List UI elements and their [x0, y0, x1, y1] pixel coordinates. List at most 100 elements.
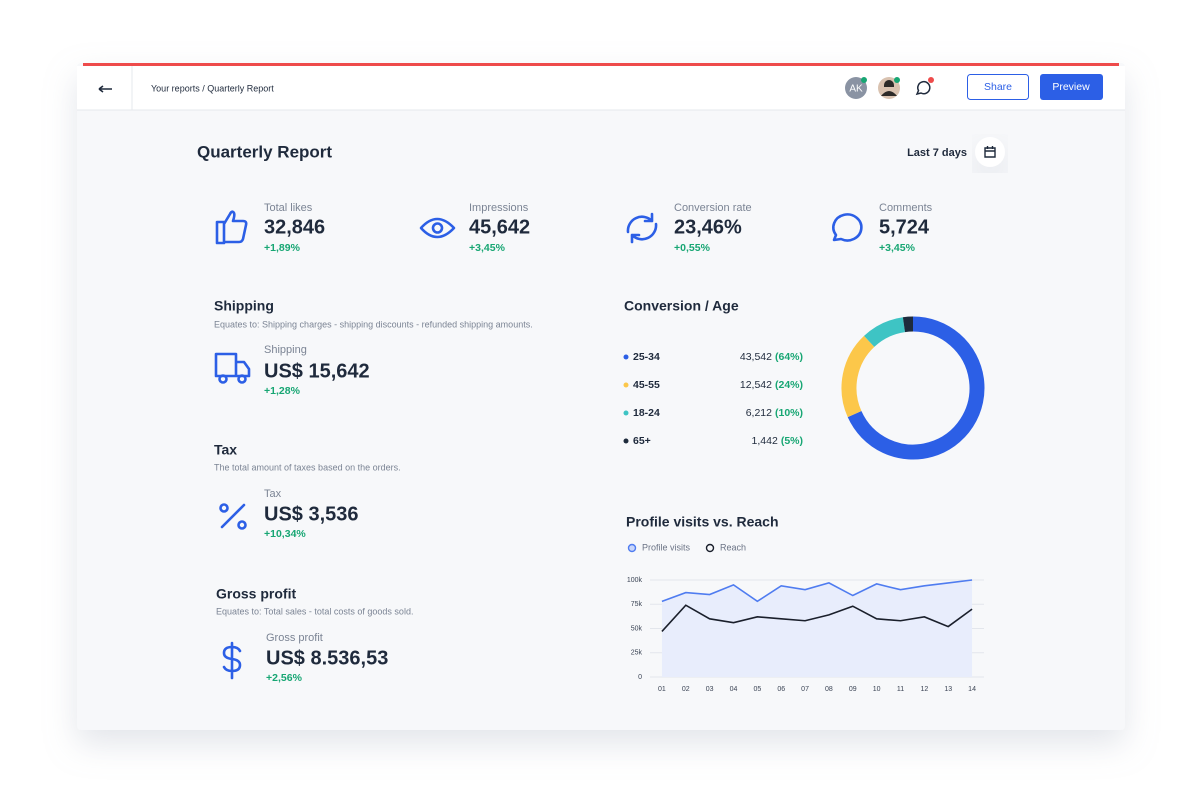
kpi-label: Impressions	[469, 202, 529, 214]
x-tick-label: 03	[706, 686, 714, 693]
kpi-value: 23,46%	[674, 216, 742, 238]
legend-label: 25-34	[633, 351, 660, 363]
kpi-change: +0,55%	[674, 242, 711, 254]
kpi-value: 45,642	[469, 216, 530, 238]
kpi-label: Comments	[879, 202, 933, 214]
x-tick-label: 11	[897, 686, 904, 693]
y-tick-label: 0	[638, 674, 642, 681]
kpi-label: Conversion rate	[674, 202, 752, 214]
percent-label: (64%)	[775, 351, 803, 363]
donut-title: Conversion / Age	[624, 298, 739, 314]
eye-pupil	[431, 222, 444, 234]
legend-marker	[705, 543, 715, 553]
legend-marker	[627, 543, 637, 553]
legend-dot	[623, 382, 629, 388]
kpi-value: 5,724	[879, 216, 930, 238]
kpi-value: 32,846	[264, 216, 325, 238]
header	[77, 66, 1125, 110]
report-title: Quarterly Report	[197, 142, 332, 161]
legend-label: 18-24	[633, 407, 660, 419]
percent-dot	[237, 520, 247, 530]
conversion-icon	[626, 212, 658, 244]
legend-label: 45-55	[633, 379, 660, 391]
metric-value: US$ 15,642	[264, 360, 370, 382]
x-tick-label: 04	[730, 686, 738, 693]
value-label: 43,542	[740, 351, 772, 363]
x-tick-label: 01	[658, 686, 666, 693]
percent-dot	[219, 503, 229, 513]
metric-value: US$ 8.536,53	[266, 647, 388, 669]
metric-change: +10,34%	[264, 528, 306, 540]
eye-icon	[419, 217, 456, 239]
avatar-figure	[881, 80, 897, 96]
donut-segment	[864, 317, 906, 348]
section-title: Gross profit	[216, 586, 296, 602]
legend-dot	[623, 410, 629, 416]
section-description: Equates to: Shipping charges - shipping …	[214, 319, 533, 329]
section-description: The total amount of taxes based on the o…	[214, 462, 401, 472]
x-tick-label: 06	[777, 686, 785, 693]
legend-label: Profile visits	[642, 542, 691, 552]
share-button[interactable]	[967, 74, 1029, 100]
back-button[interactable]	[98, 85, 112, 93]
x-tick-label: 10	[873, 686, 881, 693]
x-tick-label: 02	[682, 686, 690, 693]
section-title: Shipping	[214, 298, 274, 314]
area	[661, 580, 973, 677]
series-line	[661, 604, 973, 632]
kpis: Total likes 32,846 +1,89% Impressions 45…	[264, 202, 933, 254]
value-label: 1,442	[752, 435, 778, 447]
series-line	[661, 579, 973, 603]
chat-button[interactable]	[915, 80, 931, 96]
legend-value: 6,212 (10%)	[746, 407, 803, 419]
section-title: Tax	[214, 442, 237, 458]
value-label: 12,542	[740, 379, 772, 391]
kpi-change: +1,89%	[264, 242, 301, 254]
legend-label: 65+	[633, 435, 651, 447]
calendar-button[interactable]	[975, 137, 1005, 167]
section-description: Equates to: Total sales - total costs of…	[216, 606, 413, 616]
donut-segment	[841, 335, 875, 418]
y-tick-label: 100k	[627, 577, 643, 584]
avatar-initials: AK	[849, 84, 863, 95]
card	[77, 63, 1125, 730]
x-tick-label: 13	[944, 686, 952, 693]
kpi-change: +3,45%	[879, 242, 916, 254]
percent-label: (24%)	[775, 379, 803, 391]
kpi-change: +3,45%	[469, 242, 506, 254]
metric-label: Tax	[264, 488, 282, 500]
percent-label: (5%)	[781, 435, 803, 447]
status-dot	[861, 77, 867, 83]
truck-wheel	[218, 374, 228, 384]
share-label: Share	[984, 81, 1012, 93]
legend-dot	[623, 438, 629, 444]
legend-label: Reach	[720, 542, 746, 552]
percent-icon	[220, 503, 246, 529]
calendar-icon	[984, 146, 996, 158]
preview-button[interactable]	[1040, 74, 1103, 100]
metric-label: Gross profit	[266, 632, 323, 644]
y-tick-label: 50k	[631, 625, 643, 632]
likes-icon	[215, 210, 248, 245]
date-range[interactable]: Last 7 days	[907, 147, 967, 159]
x-tick-label: 12	[920, 686, 928, 693]
value-label: 6,212	[746, 407, 772, 419]
percent-label: (10%)	[775, 407, 803, 419]
dollar-icon	[222, 641, 242, 680]
truck-wheel	[237, 374, 247, 384]
avatar[interactable]	[845, 77, 867, 99]
metric-value: US$ 3,536	[264, 503, 359, 525]
preview-label: Preview	[1052, 81, 1090, 93]
comments-icon	[832, 213, 863, 242]
breadcrumb[interactable]: Your reports / Quarterly Report	[151, 83, 274, 93]
metric-change: +1,28%	[264, 385, 301, 397]
legend-value: 12,542 (24%)	[740, 379, 803, 391]
status-dot	[894, 77, 900, 83]
metric-label: Shipping	[264, 344, 307, 356]
y-tick-label: 75k	[631, 601, 643, 608]
donut-segment	[902, 316, 914, 333]
y-tick-label: 25k	[631, 650, 643, 657]
x-tick-label: 09	[849, 686, 857, 693]
x-tick-label: 08	[825, 686, 833, 693]
